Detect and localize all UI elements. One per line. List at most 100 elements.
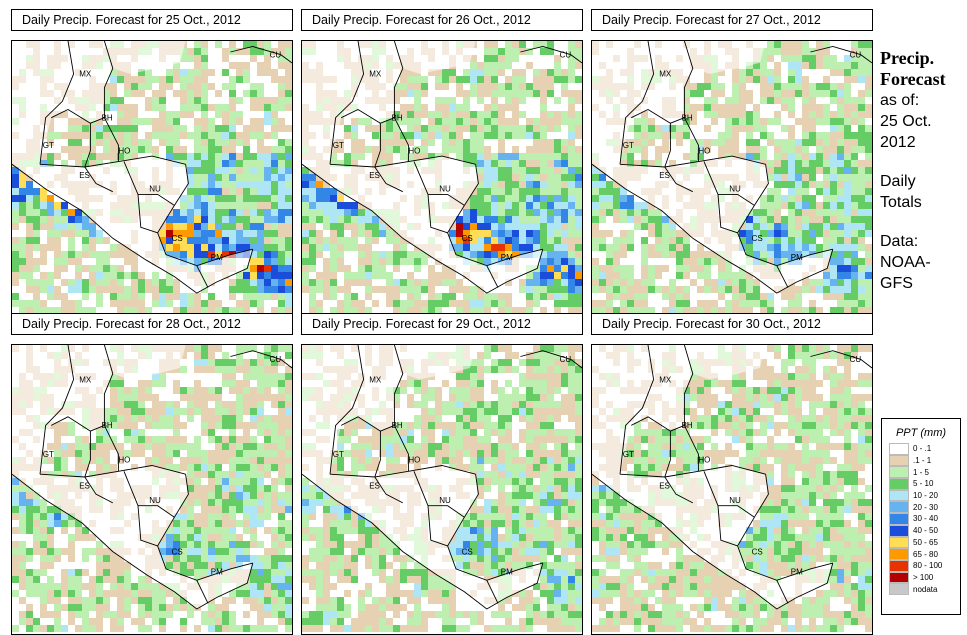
precip-cell bbox=[208, 188, 215, 195]
precip-cell bbox=[19, 174, 26, 181]
precip-cell bbox=[131, 251, 138, 258]
precip-cell bbox=[676, 272, 683, 279]
precip-cell bbox=[152, 97, 159, 104]
precip-cell bbox=[519, 132, 526, 139]
precip-cell bbox=[641, 251, 648, 258]
precip-cell bbox=[697, 153, 704, 160]
precip-cell bbox=[278, 83, 285, 90]
precip-cell bbox=[816, 132, 823, 139]
precip-cell bbox=[498, 76, 505, 83]
precip-cell bbox=[802, 307, 809, 314]
precip-cell bbox=[788, 83, 795, 90]
precip-cell bbox=[568, 90, 575, 97]
country-border bbox=[84, 117, 209, 288]
precip-cell bbox=[844, 55, 851, 62]
precip-cell bbox=[201, 188, 208, 195]
precip-cell bbox=[662, 293, 669, 300]
precip-cell bbox=[75, 223, 82, 230]
precip-cell bbox=[12, 181, 19, 188]
precip-cell bbox=[816, 230, 823, 237]
precip-cell bbox=[718, 125, 725, 132]
country-label: GT bbox=[623, 141, 634, 150]
precip-cell bbox=[575, 104, 582, 111]
precip-cell bbox=[208, 359, 215, 366]
precip-cell bbox=[208, 139, 215, 146]
precip-cell bbox=[795, 111, 802, 118]
precip-cell bbox=[222, 153, 229, 160]
precip-cell bbox=[173, 132, 180, 139]
precip-cell bbox=[620, 195, 627, 202]
precip-cell bbox=[620, 244, 627, 251]
precip-cell bbox=[526, 223, 533, 230]
precip-cell bbox=[302, 223, 309, 230]
precip-cell bbox=[837, 146, 844, 153]
precip-cell bbox=[470, 237, 477, 244]
precip-cell bbox=[823, 111, 830, 118]
precip-cell bbox=[795, 195, 802, 202]
precip-cell bbox=[816, 202, 823, 209]
precip-cell bbox=[477, 146, 484, 153]
precip-cell bbox=[470, 118, 477, 125]
precip-cell bbox=[613, 202, 620, 209]
precip-cell bbox=[505, 188, 512, 195]
precip-cell bbox=[823, 237, 830, 244]
precip-cell bbox=[809, 167, 816, 174]
precip-cell bbox=[711, 265, 718, 272]
precip-cell bbox=[358, 300, 365, 307]
precip-cell bbox=[117, 111, 124, 118]
precip-cell bbox=[194, 237, 201, 244]
precip-cell bbox=[351, 293, 358, 300]
precip-cell bbox=[526, 272, 533, 279]
precip-cell bbox=[823, 174, 830, 181]
precip-cell bbox=[568, 174, 575, 181]
precip-cell bbox=[809, 125, 816, 132]
precip-cell bbox=[257, 160, 264, 167]
precip-cell bbox=[61, 286, 68, 293]
precip-cell bbox=[540, 48, 547, 55]
precip-cell bbox=[547, 202, 554, 209]
precip-cell bbox=[365, 139, 372, 146]
precip-cell bbox=[746, 216, 753, 223]
precip-cell bbox=[257, 258, 264, 265]
precip-cell bbox=[599, 209, 606, 216]
precip-cell bbox=[250, 345, 257, 352]
precip-cell bbox=[627, 146, 634, 153]
precip-cell bbox=[463, 230, 470, 237]
precip-cell bbox=[746, 237, 753, 244]
precip-cell bbox=[194, 307, 201, 314]
precip-cell bbox=[648, 279, 655, 286]
precip-cell bbox=[519, 307, 526, 314]
precip-cell bbox=[54, 300, 61, 307]
country-border bbox=[374, 117, 499, 288]
precip-cell bbox=[526, 125, 533, 132]
precip-cell bbox=[393, 146, 400, 153]
precip-cell bbox=[547, 230, 554, 237]
precip-cell bbox=[683, 132, 690, 139]
precip-cell bbox=[250, 188, 257, 195]
precip-cell bbox=[760, 104, 767, 111]
precip-cell bbox=[61, 111, 68, 118]
precip-cell bbox=[117, 265, 124, 272]
precip-cell bbox=[33, 279, 40, 286]
precip-cell bbox=[257, 300, 264, 307]
precip-cell bbox=[236, 132, 243, 139]
precip-cell bbox=[337, 202, 344, 209]
precip-cell bbox=[540, 167, 547, 174]
precip-cell bbox=[540, 251, 547, 258]
precip-cell bbox=[561, 41, 568, 48]
precip-cell bbox=[816, 55, 823, 62]
precip-cell bbox=[704, 153, 711, 160]
precip-cell bbox=[201, 244, 208, 251]
precip-cell bbox=[767, 293, 774, 300]
precip-cell bbox=[173, 237, 180, 244]
precip-cell bbox=[613, 293, 620, 300]
precip-cell bbox=[456, 286, 463, 293]
precip-cell bbox=[449, 223, 456, 230]
precip-cell bbox=[194, 55, 201, 62]
precip-cell bbox=[599, 293, 606, 300]
precip-cell bbox=[704, 125, 711, 132]
precip-cell bbox=[278, 90, 285, 97]
precip-cell bbox=[173, 153, 180, 160]
precip-cell bbox=[456, 251, 463, 258]
precip-cell bbox=[519, 272, 526, 279]
